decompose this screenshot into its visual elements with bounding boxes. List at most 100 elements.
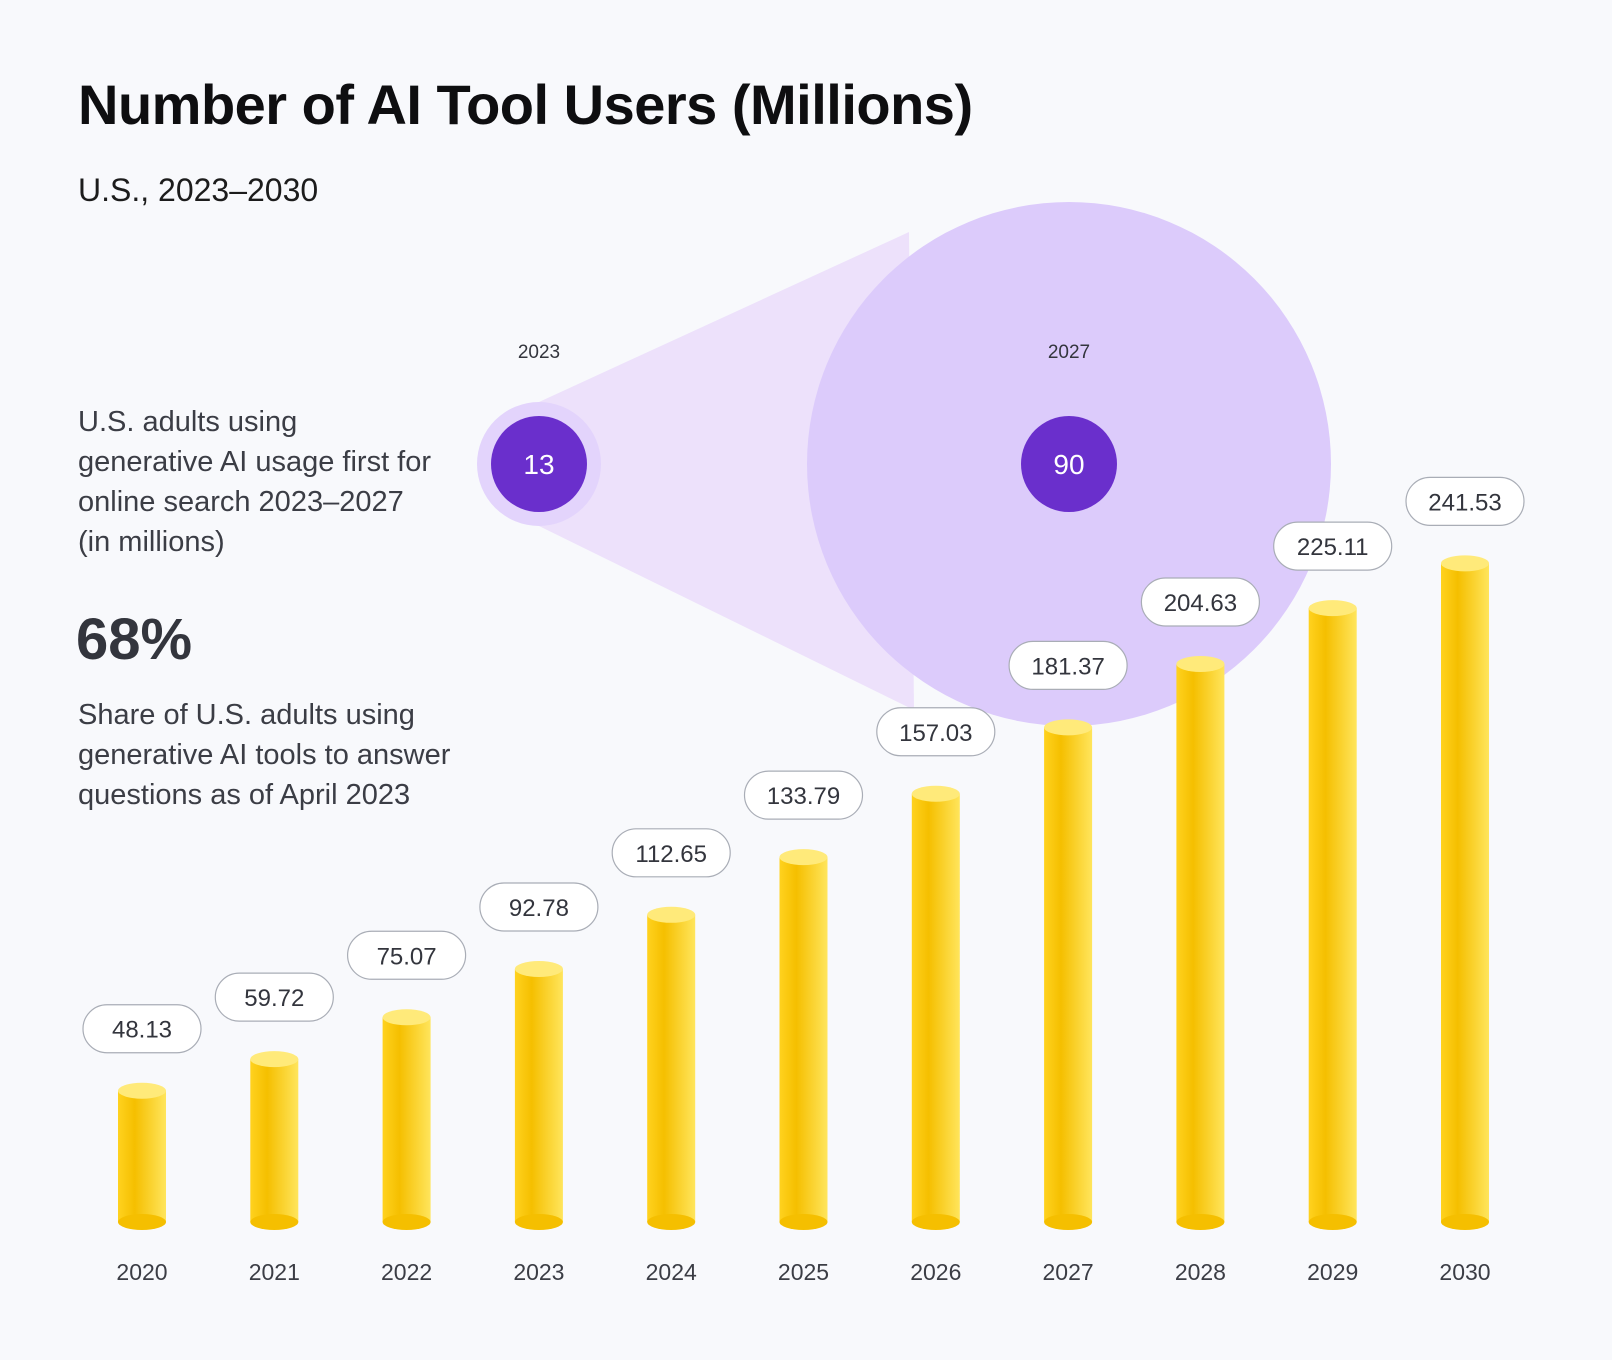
bar-top [1308, 600, 1357, 617]
value-label-text: 204.63 [1164, 590, 1237, 617]
value-label-text: 59.72 [244, 985, 304, 1012]
bar [250, 1051, 299, 1230]
bubble-year-label: 2027 [1048, 342, 1090, 363]
value-label: 48.13 [82, 1004, 202, 1054]
bar-top [250, 1051, 299, 1068]
value-label-text: 225.11 [1297, 534, 1369, 561]
bar [1441, 555, 1489, 1230]
share-stat-description: Share of U.S. adults using generative AI… [78, 699, 451, 811]
bar-top [647, 906, 696, 923]
value-label: 204.63 [1140, 577, 1261, 627]
x-tick-label: 2022 [381, 1259, 432, 1285]
x-tick-label: 2024 [646, 1259, 697, 1285]
bar-base [382, 1214, 431, 1230]
bar-base [647, 1214, 696, 1230]
value-label-text: 112.65 [635, 841, 707, 868]
bar-base [118, 1214, 166, 1230]
value-label-text: 48.13 [112, 1017, 172, 1044]
value-label-pill [479, 882, 599, 932]
value-label-pill [611, 828, 731, 878]
value-label: 157.03 [876, 707, 996, 757]
bar-body [250, 1059, 299, 1222]
bar [779, 849, 828, 1230]
bar [1308, 600, 1357, 1230]
bar-top [1441, 555, 1489, 572]
value-label-pill [214, 972, 334, 1022]
bar [118, 1082, 166, 1230]
value-label: 133.79 [743, 770, 864, 820]
chart-subtitle: U.S., 2023–2030 [78, 172, 319, 208]
value-label-text: 241.53 [1428, 489, 1501, 516]
bar-body [779, 857, 828, 1222]
bar-body [1308, 608, 1357, 1222]
bubble-comparison: 2023 13 2027 90 [477, 202, 1331, 726]
x-tick-label: 2025 [778, 1259, 829, 1285]
value-label-text: 181.37 [1031, 653, 1104, 680]
x-tick-label: 2020 [116, 1259, 167, 1285]
bar-body [911, 793, 960, 1222]
bar-top [118, 1082, 166, 1099]
bar-body [647, 914, 696, 1222]
value-label-pill [347, 930, 467, 980]
bar-body [1176, 663, 1225, 1222]
x-axis: 2020 2021 2022 2023 2024 2025 2026 2027 2028 2029… [116, 1259, 1490, 1285]
bar-top [382, 1009, 431, 1026]
value-label-text: 92.78 [509, 895, 569, 922]
bar-top [779, 849, 828, 866]
bar-base [514, 1214, 563, 1230]
bar-base [1308, 1214, 1357, 1230]
share-stat-value: 68% [76, 607, 193, 672]
x-tick-label: 2030 [1439, 1259, 1490, 1285]
data-labels: 48.13 59.72 75.07 92.78 112.65 133.79 157.03 18… [82, 476, 1525, 1054]
value-label: 59.72 [214, 972, 334, 1022]
bar [647, 906, 696, 1230]
bar-body [118, 1090, 166, 1222]
value-label: 241.53 [1405, 476, 1525, 526]
value-label-pill [1140, 577, 1261, 627]
value-label-text: 157.03 [899, 720, 972, 747]
bar-base [779, 1214, 828, 1230]
value-label-pill [1405, 476, 1525, 526]
bubble-value-label: 13 [523, 449, 554, 480]
bubble-connector-cone [539, 232, 914, 710]
bar [514, 960, 563, 1230]
bar-base [1441, 1214, 1489, 1230]
x-tick-label: 2021 [249, 1259, 300, 1285]
value-label: 92.78 [479, 882, 599, 932]
chart-title: Number of AI Tool Users (Millions) [78, 73, 973, 136]
x-tick-label: 2028 [1175, 1259, 1226, 1285]
value-label: 75.07 [347, 930, 467, 980]
bubble-value-dot [1021, 416, 1117, 512]
x-tick-label: 2029 [1307, 1259, 1358, 1285]
x-tick-label: 2026 [910, 1259, 961, 1285]
bar-body [514, 968, 563, 1222]
bubble-year-label: 2023 [518, 342, 560, 363]
bar-body [382, 1017, 431, 1222]
bubble-value-label: 90 [1053, 449, 1084, 480]
bar-series [118, 555, 1489, 1230]
bar-base [250, 1214, 299, 1230]
bar-base [1176, 1214, 1225, 1230]
value-label-pill [1273, 521, 1393, 571]
x-tick-label: 2027 [1043, 1259, 1094, 1285]
value-label: 181.37 [1008, 640, 1128, 691]
bar-top [1044, 719, 1093, 736]
value-label-text: 133.79 [767, 783, 840, 810]
bar [1176, 655, 1225, 1230]
bar-body [1044, 727, 1093, 1222]
bar-top [911, 785, 960, 802]
value-label-pill [1008, 640, 1128, 691]
bubble-value-dot [491, 416, 587, 512]
value-label-text: 75.07 [377, 943, 437, 970]
value-label-pill [876, 707, 996, 757]
bar-body [1441, 563, 1489, 1222]
value-label: 225.11 [1273, 521, 1393, 571]
bar-base [1044, 1214, 1093, 1230]
bar-top [514, 960, 563, 977]
bar [382, 1009, 431, 1230]
value-label-pill [743, 770, 864, 820]
value-label-pill [82, 1004, 202, 1054]
x-tick-label: 2023 [513, 1259, 564, 1285]
